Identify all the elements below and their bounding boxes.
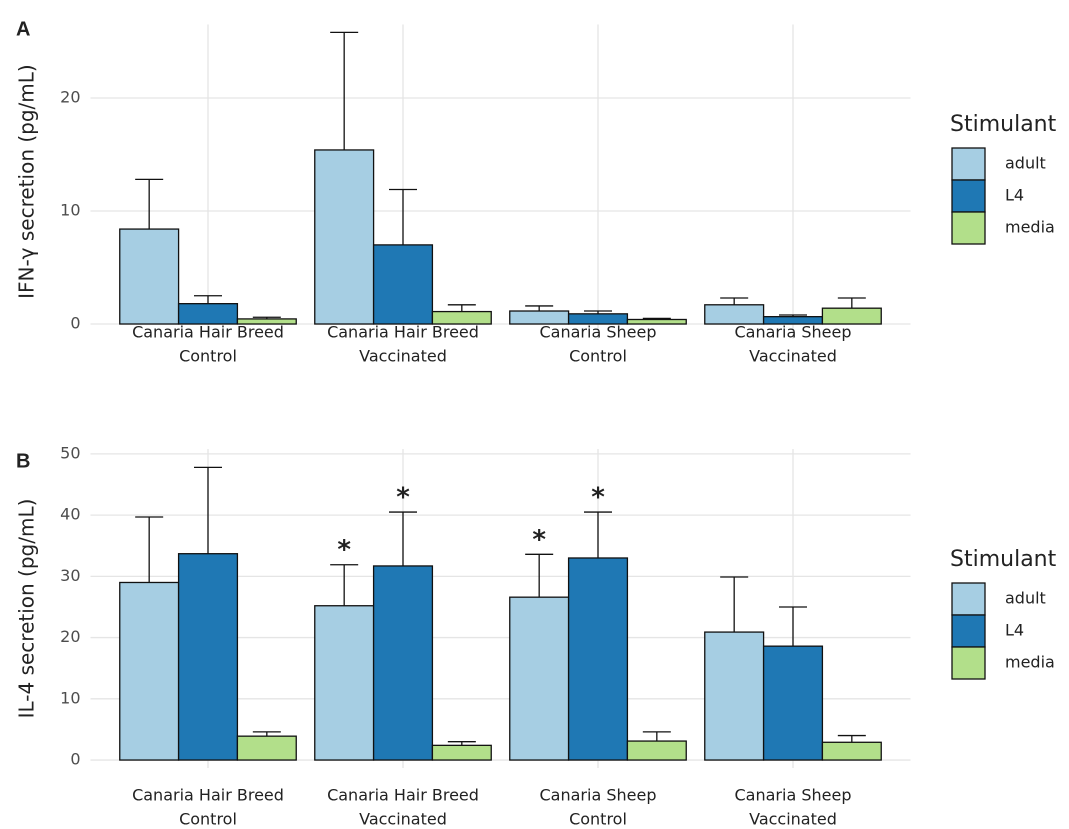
significance-mark: *: [337, 535, 351, 565]
legend-label: L4: [1005, 186, 1024, 205]
y-tick-label: 50: [60, 443, 80, 462]
x-tick-label: Vaccinated: [749, 347, 837, 366]
y-tick-label: 40: [60, 505, 80, 524]
bar: [704, 304, 765, 325]
bar: [236, 318, 297, 325]
legend-label: adult: [1005, 589, 1046, 608]
bar: [509, 310, 570, 325]
bar: [177, 553, 239, 761]
significance-mark: *: [532, 525, 546, 555]
legend-label: adult: [1005, 154, 1046, 173]
bar: [626, 740, 687, 761]
legend-key: [951, 582, 986, 616]
legend-key: [951, 147, 986, 181]
bar: [762, 645, 824, 761]
significance-mark: *: [396, 483, 410, 513]
x-tick-label: Vaccinated: [749, 810, 837, 826]
y-axis-title: IL-4 secretion (pg/mL): [15, 499, 39, 719]
x-tick-label: Canaria Hair Breed: [132, 786, 284, 805]
legend-title: Stimulant: [950, 112, 1057, 137]
bar: [704, 631, 765, 761]
x-tick-label: Vaccinated: [359, 810, 447, 826]
bar: [431, 310, 492, 325]
y-tick-label: 0: [70, 750, 80, 769]
bar: [626, 318, 687, 325]
bar: [119, 581, 180, 761]
bar: [236, 735, 297, 761]
bar: [567, 557, 629, 761]
bar: [119, 228, 180, 325]
bar: [372, 244, 434, 325]
x-tick-label: Vaccinated: [359, 347, 447, 366]
bar: [509, 596, 570, 761]
bar: [372, 565, 434, 761]
y-tick-label: 30: [60, 566, 80, 585]
legend-key: [951, 646, 986, 680]
legend-label: media: [1005, 653, 1055, 672]
bar: [431, 744, 492, 761]
x-tick-label: Canaria Sheep: [735, 323, 852, 342]
x-tick-label: Control: [179, 810, 237, 826]
legend-key: [951, 614, 986, 648]
x-tick-label: Canaria Hair Breed: [327, 786, 479, 805]
panel-label: B: [16, 450, 30, 472]
x-tick-label: Control: [179, 347, 237, 366]
bar: [567, 313, 629, 325]
x-tick-label: Control: [569, 810, 627, 826]
bar: [314, 605, 375, 761]
x-tick-label: Canaria Hair Breed: [327, 323, 479, 342]
bar: [821, 741, 882, 761]
bar: [177, 303, 239, 325]
significance-mark: *: [591, 483, 605, 513]
x-tick-label: Canaria Sheep: [540, 786, 657, 805]
y-tick-label: 10: [60, 200, 80, 219]
legend-key: [951, 211, 986, 245]
y-axis-title: IFN-γ secretion (pg/mL): [15, 64, 39, 299]
x-tick-label: Canaria Sheep: [735, 786, 852, 805]
y-tick-label: 0: [70, 314, 80, 333]
bar: [314, 149, 375, 325]
bar: [821, 307, 882, 325]
legend-label: media: [1005, 218, 1055, 237]
x-tick-label: Control: [569, 347, 627, 366]
legend-key: [951, 179, 986, 213]
x-tick-label: Canaria Sheep: [540, 323, 657, 342]
x-tick-label: Canaria Hair Breed: [132, 323, 284, 342]
legend-title: Stimulant: [950, 547, 1057, 572]
panel-label: A: [16, 18, 30, 40]
y-tick-label: 20: [60, 627, 80, 646]
legend-label: L4: [1005, 621, 1024, 640]
bar: [762, 316, 824, 325]
y-tick-label: 10: [60, 688, 80, 707]
y-tick-label: 20: [60, 87, 80, 106]
